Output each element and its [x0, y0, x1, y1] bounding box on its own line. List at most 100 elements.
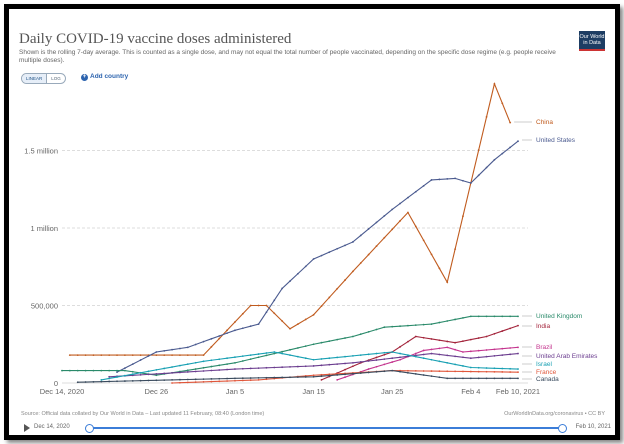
- license-link[interactable]: OurWorldInData.org/coronavirus • CC BY: [504, 411, 605, 417]
- data-point: [328, 363, 331, 366]
- data-point: [289, 280, 291, 282]
- data-point: [383, 353, 386, 356]
- data-point: [391, 351, 394, 353]
- data-point: [454, 177, 457, 180]
- x-tick-label: Jan 25: [381, 387, 404, 396]
- data-point: [493, 158, 496, 161]
- data-point: [234, 368, 236, 370]
- data-point: [296, 376, 299, 379]
- data-point: [344, 373, 346, 376]
- data-point: [454, 348, 457, 351]
- data-point: [485, 349, 488, 351]
- add-country-label: Add country: [90, 73, 129, 80]
- data-point: [304, 318, 307, 321]
- data-point: [438, 376, 441, 379]
- y-tick-label: 1 million: [30, 224, 58, 233]
- data-point: [249, 367, 252, 370]
- data-point: [116, 371, 118, 374]
- data-point: [179, 381, 181, 384]
- data-point: [485, 367, 488, 369]
- data-point: [194, 381, 197, 384]
- data-point: [462, 370, 464, 373]
- data-point: [171, 366, 173, 368]
- data-point: [454, 248, 457, 251]
- log-button[interactable]: LOG: [51, 76, 61, 81]
- data-point: [186, 371, 189, 373]
- data-point: [226, 380, 229, 382]
- data-point: [477, 337, 480, 339]
- scale-toggle[interactable]: LINEAR LOG: [21, 73, 66, 84]
- x-tick-label: Dec 14, 2020: [40, 387, 85, 396]
- data-point: [438, 347, 441, 350]
- data-point: [517, 346, 519, 349]
- data-point: [344, 244, 346, 247]
- chart-subtitle: Shown is the rolling 7-day average. This…: [19, 49, 556, 64]
- data-point: [320, 305, 323, 308]
- data-point: [281, 350, 284, 353]
- data-point: [422, 374, 425, 376]
- data-point: [100, 380, 103, 383]
- data-point: [108, 375, 111, 378]
- linear-button[interactable]: LINEAR: [22, 74, 48, 83]
- data-point: [509, 367, 512, 370]
- data-point: [375, 221, 378, 224]
- data-point: [320, 375, 323, 378]
- data-point: [257, 356, 260, 359]
- chart-title: Daily COVID-19 vaccine doses administere…: [19, 31, 292, 47]
- data-point: [509, 327, 512, 330]
- data-point: [163, 354, 166, 356]
- data-point: [422, 349, 425, 352]
- data-point: [155, 374, 158, 377]
- owid-logo[interactable]: Our World in Data: [579, 31, 605, 51]
- data-point: [517, 377, 519, 380]
- data-point: [281, 320, 284, 322]
- data-point: [139, 359, 142, 361]
- data-point: [485, 370, 488, 373]
- data-point: [116, 380, 118, 383]
- data-point: [414, 225, 417, 228]
- data-point: [454, 377, 457, 380]
- data-point: [359, 333, 362, 336]
- data-point: [446, 178, 449, 180]
- data-point: [320, 341, 323, 344]
- data-point: [84, 354, 87, 356]
- data-point: [226, 357, 229, 360]
- data-point: [493, 315, 496, 318]
- data-point: [100, 354, 103, 356]
- data-point: [218, 369, 221, 371]
- data-point: [367, 330, 370, 333]
- data-point: [493, 332, 496, 335]
- data-point: [312, 258, 315, 260]
- data-point: [328, 251, 331, 254]
- data-point: [493, 354, 496, 357]
- x-tick-label: Jan 15: [302, 387, 325, 396]
- play-icon[interactable]: [24, 424, 30, 432]
- data-point: [289, 327, 291, 330]
- data-point: [234, 329, 236, 332]
- add-country-button[interactable]: + Add country: [81, 73, 128, 81]
- data-point: [289, 365, 291, 368]
- data-point: [171, 379, 173, 381]
- data-point: [485, 355, 488, 358]
- data-point: [430, 375, 433, 378]
- data-point: [218, 358, 221, 361]
- data-point: [414, 373, 417, 375]
- data-point: [493, 82, 496, 85]
- data-point: [273, 299, 276, 302]
- y-tick-label: 0: [54, 379, 58, 388]
- data-point: [76, 369, 79, 372]
- data-point: [399, 356, 401, 359]
- data-point: [367, 360, 370, 362]
- data-point: [202, 378, 205, 381]
- data-point: [186, 369, 189, 372]
- data-point: [383, 370, 386, 373]
- data-point: [501, 377, 504, 380]
- timeline-start-handle[interactable]: [85, 424, 94, 433]
- timeline-track[interactable]: [85, 424, 567, 433]
- data-point: [399, 370, 401, 373]
- data-point: [273, 376, 276, 379]
- data-point: [210, 369, 213, 372]
- timeline-end-handle[interactable]: [558, 424, 567, 433]
- data-point: [194, 343, 197, 346]
